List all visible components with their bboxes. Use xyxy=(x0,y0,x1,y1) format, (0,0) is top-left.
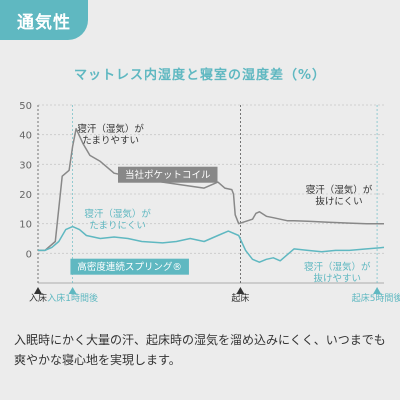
marker-triangle-icon xyxy=(34,287,42,294)
marker-label: 入床1時間後 xyxy=(47,292,98,304)
y-tick-label: 30 xyxy=(19,160,32,171)
annotation-text: たまりやすい xyxy=(82,136,139,147)
y-tick-label: 40 xyxy=(19,131,32,142)
series-label-box xyxy=(70,258,189,275)
chart-title: マットレス内湿度と寝室の湿度差（%） xyxy=(73,68,327,83)
annotation-text: 寝汗（湿気）が xyxy=(306,184,373,196)
marker-label: 入床 xyxy=(29,292,47,304)
marker-triangle-icon xyxy=(373,287,382,294)
y-tick-label: 50 xyxy=(19,101,32,112)
category-badge: 通気性 xyxy=(0,0,88,40)
annotation-text: 寝汗（湿気）が xyxy=(84,208,151,220)
y-tick-label: 20 xyxy=(19,190,32,201)
series-label-box xyxy=(118,166,218,183)
series-line xyxy=(38,225,385,263)
annotation-text: 寝汗（湿気）が xyxy=(304,261,371,273)
marker-label: 起床5時間後 xyxy=(352,292,400,304)
annotation-text: 抜けやすい xyxy=(314,273,362,285)
marker-triangle-icon xyxy=(236,287,245,294)
y-tick-label: 10 xyxy=(19,220,32,231)
annotation-text: 抜けにくい xyxy=(315,196,362,208)
series-label: 高密度連続スプリング® xyxy=(77,261,182,273)
description-text: 入眠時にかく大量の汗、起床時の湿気を溜め込みにくく、いつまでも爽やかな寝心地を実… xyxy=(14,333,386,367)
annotation-text: 寝汗（湿気）が xyxy=(77,123,144,135)
marker-label: 起床 xyxy=(231,292,249,304)
series-line xyxy=(38,127,384,252)
y-tick-label: 0 xyxy=(26,249,32,260)
series-label: 当社ポケットコイル xyxy=(125,169,211,181)
annotation-text: たまりにくい xyxy=(89,220,146,231)
marker-triangle-icon xyxy=(68,287,77,294)
